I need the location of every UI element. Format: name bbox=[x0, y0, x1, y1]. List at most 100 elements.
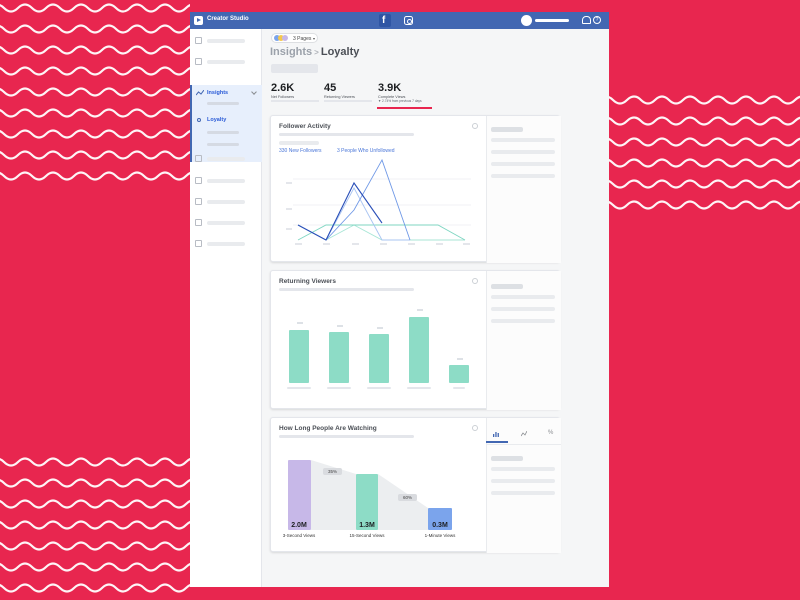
percent-icon[interactable]: % bbox=[548, 430, 554, 436]
creator-studio-logo-icon bbox=[194, 16, 203, 25]
series-line-teal-low bbox=[297, 224, 465, 241]
wave-line bbox=[0, 87, 190, 97]
app-title: Creator Studio bbox=[207, 16, 249, 22]
series-line-light-blue bbox=[297, 187, 410, 241]
bar-chart-icon[interactable] bbox=[493, 431, 499, 437]
account-name-placeholder[interactable] bbox=[535, 19, 569, 22]
series-line-teal bbox=[297, 224, 466, 241]
wave-line bbox=[0, 129, 190, 139]
info-icon[interactable] bbox=[472, 278, 478, 284]
sidebar-item-sound[interactable] bbox=[190, 216, 262, 230]
wave-line bbox=[0, 457, 190, 467]
top-bar: Creator Studio ? bbox=[190, 12, 609, 29]
sidebar-item-rights[interactable] bbox=[190, 195, 262, 209]
caret-down-icon bbox=[313, 38, 315, 40]
metric-delta: ▼ 2.74% from previous 7 days bbox=[378, 99, 422, 103]
bar[interactable] bbox=[289, 330, 309, 383]
sidebar-item-insights[interactable]: Insights bbox=[207, 90, 229, 96]
line-chart-icon[interactable] bbox=[521, 431, 527, 437]
info-icon[interactable] bbox=[472, 425, 478, 431]
bar[interactable] bbox=[409, 317, 429, 383]
drop-off-badge: 60% bbox=[398, 494, 417, 501]
chevron-down-icon[interactable] bbox=[251, 89, 257, 95]
sidebar-subitem-placeholder[interactable] bbox=[207, 143, 239, 146]
wave-line bbox=[609, 95, 800, 105]
funnel-value: 1.3M bbox=[359, 522, 375, 529]
series-line-blue bbox=[325, 158, 411, 241]
follower-activity-chart bbox=[293, 158, 471, 241]
bar[interactable] bbox=[369, 334, 389, 383]
home-icon bbox=[195, 37, 202, 44]
returning-viewers-card: Returning Viewers bbox=[270, 270, 561, 410]
drop-off-badge: 35% bbox=[323, 468, 342, 475]
metric-returning-viewers[interactable]: 45 Returning Viewers bbox=[324, 82, 377, 110]
wave-pattern-top-left bbox=[0, 3, 190, 181]
coin-icon bbox=[195, 177, 202, 184]
card-title: Follower Activity bbox=[279, 123, 331, 130]
bar[interactable] bbox=[329, 332, 349, 383]
sidebar-item-resources[interactable] bbox=[190, 237, 262, 251]
sidebar-item-home[interactable] bbox=[190, 34, 262, 48]
wave-line bbox=[609, 116, 800, 126]
funnel-label: 1-Minute Views bbox=[424, 533, 456, 538]
wave-line bbox=[0, 45, 190, 55]
wave-line bbox=[609, 179, 800, 189]
funnel-bar-3-second[interactable] bbox=[288, 460, 311, 530]
avatar[interactable] bbox=[521, 15, 532, 26]
help-icon[interactable]: ? bbox=[593, 16, 601, 24]
wave-line bbox=[0, 24, 190, 34]
sidebar-item-payouts[interactable] bbox=[190, 174, 262, 188]
funnel-bar-15-second[interactable] bbox=[356, 474, 378, 530]
sidebar-insights-group: Insights Loyalty bbox=[190, 85, 262, 162]
copyright-icon bbox=[195, 198, 202, 205]
info-icon[interactable] bbox=[472, 123, 478, 129]
series-line-dark-blue bbox=[297, 181, 383, 241]
sidebar-item-content-library[interactable] bbox=[190, 55, 262, 69]
line-chart-icon bbox=[196, 90, 204, 96]
drop-off-area bbox=[311, 460, 356, 530]
sidebar-item-monetization[interactable] bbox=[190, 152, 262, 166]
sidebar-subitem-placeholder[interactable] bbox=[207, 131, 239, 134]
funnel-connectors bbox=[311, 460, 428, 530]
sidebar-subitem-placeholder[interactable] bbox=[207, 102, 239, 105]
wave-line bbox=[0, 541, 190, 551]
metric-label: Net Followers bbox=[271, 95, 295, 99]
wave-line bbox=[0, 66, 190, 76]
funnel-label: 15-Second Views bbox=[349, 533, 385, 538]
card-title: How Long People Are Watching bbox=[279, 425, 377, 432]
bell-icon[interactable] bbox=[582, 16, 591, 24]
wave-line bbox=[0, 499, 190, 509]
legend-unfollowed[interactable]: 3 People Who Unfollowed bbox=[337, 148, 395, 154]
creator-studio-window: Creator Studio ? Insights Loyalty bbox=[190, 12, 609, 587]
breadcrumb-separator: > bbox=[314, 48, 319, 57]
wave-line bbox=[609, 200, 800, 210]
wave-line bbox=[0, 520, 190, 530]
pages-selector[interactable]: 3 Pages bbox=[271, 33, 318, 43]
metric-net-followers[interactable]: 2.6K Net Followers bbox=[271, 82, 324, 110]
breadcrumb-insights[interactable]: Insights bbox=[270, 46, 313, 58]
bar[interactable] bbox=[449, 365, 469, 383]
summary-panel bbox=[486, 116, 561, 263]
sidebar: Insights Loyalty bbox=[190, 29, 262, 587]
page-title: Loyalty bbox=[320, 46, 360, 58]
facebook-icon[interactable] bbox=[379, 14, 391, 27]
sidebar-subitem-loyalty[interactable]: Loyalty bbox=[207, 117, 227, 123]
active-dot-icon bbox=[197, 118, 201, 122]
wave-line bbox=[609, 158, 800, 168]
wave-line bbox=[0, 583, 190, 593]
wave-line bbox=[0, 108, 190, 118]
legend-new-followers[interactable]: 330 New Followers bbox=[279, 148, 322, 154]
instagram-icon[interactable] bbox=[404, 16, 413, 25]
selected-tab-underline bbox=[486, 441, 508, 443]
wave-line bbox=[0, 562, 190, 572]
follower-activity-card: Follower Activity 330 New Followers 3 Pe… bbox=[270, 115, 561, 263]
wave-pattern-right bbox=[609, 95, 800, 210]
metric-label: Returning Viewers bbox=[324, 95, 355, 99]
funnel-bar-1-minute[interactable] bbox=[428, 508, 452, 530]
breadcrumb: Insights > Loyalty bbox=[270, 46, 359, 58]
metric-complete-views[interactable]: 3.9K Complete Views ▼ 2.74% from previou… bbox=[377, 82, 432, 110]
folder-icon bbox=[195, 58, 202, 65]
date-range-placeholder[interactable] bbox=[271, 64, 318, 73]
wave-line bbox=[609, 137, 800, 147]
funnel-label: 3-Second Views bbox=[282, 533, 316, 538]
